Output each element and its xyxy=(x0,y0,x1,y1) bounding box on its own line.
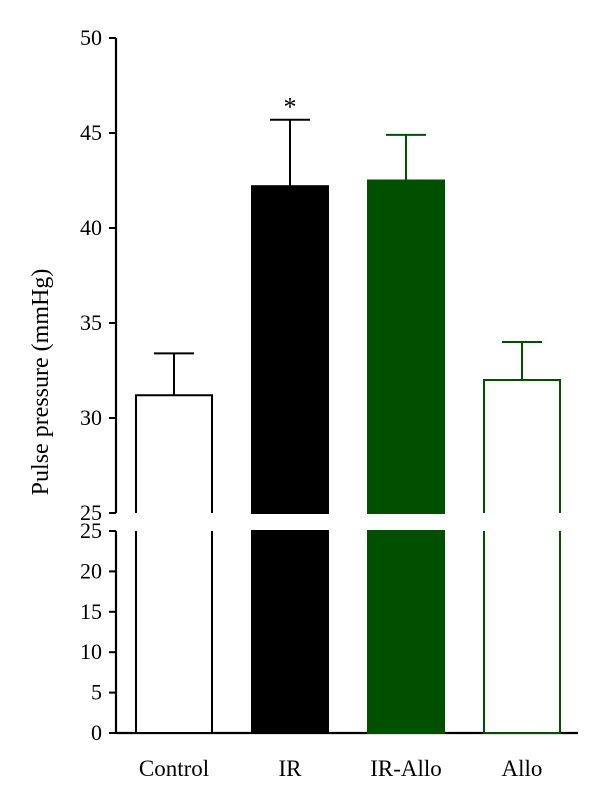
y-tick-label: 0 xyxy=(91,720,102,745)
significance-marker: * xyxy=(284,93,297,122)
y-tick-label: 5 xyxy=(91,680,102,705)
y-tick-label: 10 xyxy=(80,639,102,664)
category-labels: Control IR IR-Allo Allo xyxy=(139,756,543,781)
bar-allo-upper xyxy=(483,379,561,513)
bar-control-lower xyxy=(135,531,213,734)
y-tick-label: 30 xyxy=(80,405,102,430)
category-label-ir: IR xyxy=(279,756,303,781)
bar-allo-lower xyxy=(483,531,561,734)
y-tick-label: 50 xyxy=(80,25,102,50)
y-tick-label: 45 xyxy=(80,120,102,145)
y-tick-label: 35 xyxy=(80,310,102,335)
category-label-ir-allo: IR-Allo xyxy=(370,756,442,781)
y-tick-label: 20 xyxy=(80,558,102,583)
bar-ir-upper xyxy=(251,185,329,514)
bars: * xyxy=(135,93,561,734)
y-axis-label: Pulse pressure (mmHg) xyxy=(28,269,54,496)
category-label-allo: Allo xyxy=(502,756,543,781)
bar-ir-lower xyxy=(251,530,329,734)
category-label-control: Control xyxy=(139,756,209,781)
y-tick-label: 40 xyxy=(80,215,102,240)
bar-ir-allo-upper xyxy=(367,179,445,514)
y-tick-label: 25 xyxy=(80,518,102,543)
bar-ir-allo-lower xyxy=(367,530,445,734)
bar-control-upper xyxy=(135,394,213,513)
y-tick-label: 25 xyxy=(80,500,102,525)
y-tick-label: 15 xyxy=(80,599,102,624)
